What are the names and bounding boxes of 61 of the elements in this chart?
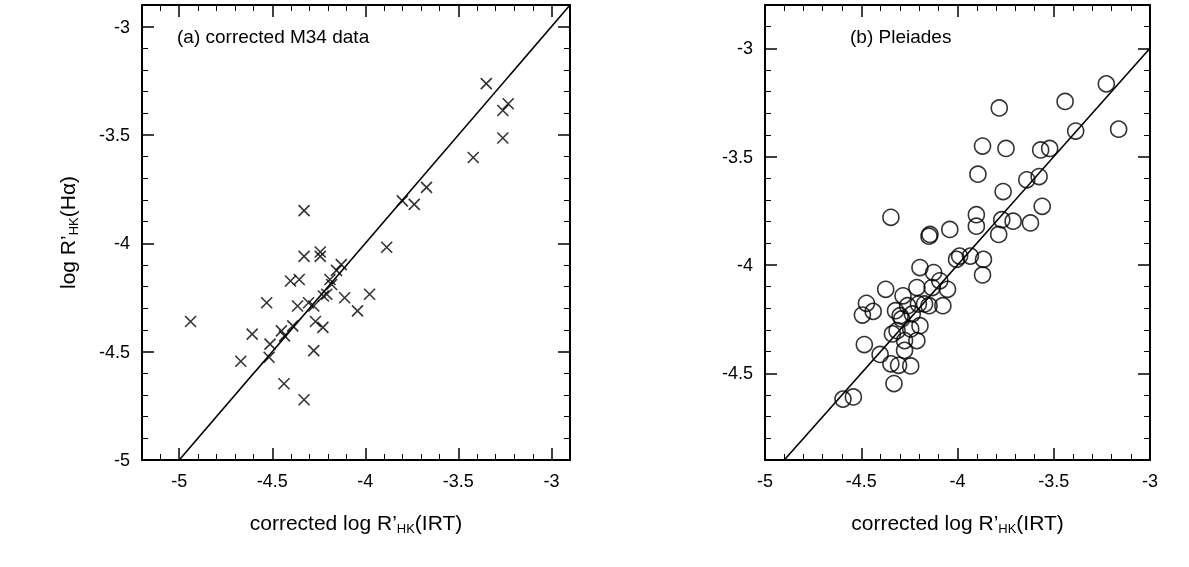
point (292, 273, 306, 286)
point (297, 250, 311, 263)
y-tick-label: -4.5 (98, 341, 130, 362)
y-axis-title: log R’HK(Hα) (56, 175, 81, 290)
x-tick-label: -5 (756, 471, 774, 491)
point (317, 289, 330, 303)
point (496, 104, 510, 117)
point (284, 274, 297, 288)
point (351, 304, 364, 318)
x-tick-label: -4 (357, 471, 374, 491)
y-tick-label: -3.5 (721, 146, 753, 167)
x-tick-label: -4 (949, 471, 966, 491)
y-tick-label: -3.5 (98, 125, 130, 145)
text: (a) corrected M34 data (177, 26, 370, 47)
point (335, 258, 348, 271)
y-tick-label: -4 (736, 255, 753, 275)
x-tick-label: -3 (543, 471, 560, 491)
point (234, 354, 248, 368)
y-tick-label: -4.5 (721, 363, 753, 384)
x-tick-label: -4.5 (845, 471, 877, 491)
y-tick-label: -5 (113, 450, 130, 470)
point (363, 287, 376, 301)
y-tick-label: -4 (113, 233, 130, 254)
point (330, 264, 343, 277)
point (380, 240, 393, 254)
point (278, 329, 291, 343)
point (277, 377, 291, 391)
point (420, 181, 433, 194)
x-tick-label: -5 (171, 471, 188, 491)
point (323, 273, 337, 286)
point (496, 131, 510, 145)
point (307, 299, 321, 313)
point (297, 204, 311, 217)
x-tick-label: -4.5 (256, 471, 288, 491)
point (320, 287, 334, 301)
point (302, 296, 315, 309)
point (325, 278, 338, 291)
text: (b) Pleiades (850, 26, 952, 47)
y-tick-label: -3 (736, 38, 753, 59)
point (260, 296, 273, 309)
point (291, 299, 304, 313)
y-tick-label: -3 (113, 16, 130, 37)
point (275, 324, 288, 338)
point (297, 393, 311, 407)
x-tick-label: -3 (1141, 471, 1159, 491)
point (309, 315, 322, 328)
point (466, 151, 480, 164)
point (307, 344, 321, 357)
point (479, 77, 493, 90)
x-tick-label: -3.5 (1038, 471, 1070, 491)
point (184, 315, 197, 328)
point (338, 291, 351, 305)
x-tick-label: -3.5 (442, 471, 474, 491)
point (407, 198, 421, 211)
point (316, 321, 330, 334)
point (245, 327, 259, 341)
point (286, 319, 300, 333)
point (396, 194, 409, 208)
point (313, 250, 327, 263)
point (313, 245, 327, 259)
point (501, 97, 515, 111)
